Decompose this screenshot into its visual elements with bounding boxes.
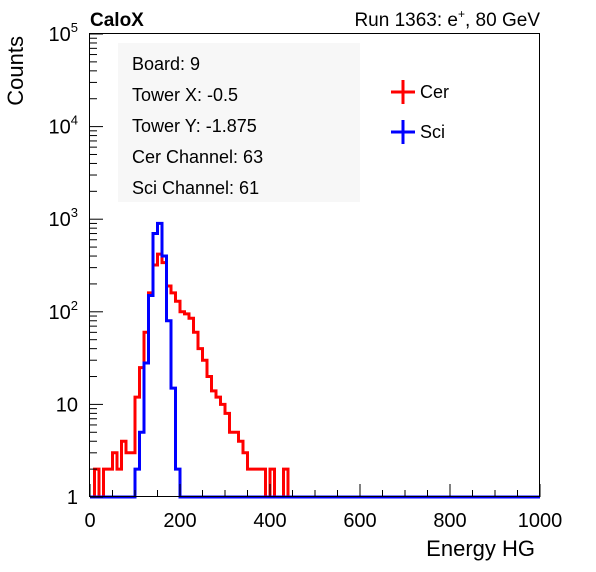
info-box: [118, 43, 360, 202]
info-line: Cer Channel: 63: [132, 147, 263, 167]
series-line-sci: [90, 221, 540, 499]
x-tick-label: 0: [84, 510, 95, 532]
x-axis: 0 200 400 600 800 1000: [84, 484, 562, 532]
series-line-cer: [90, 252, 540, 499]
y-tick-label: 103: [49, 205, 78, 231]
y-tick-label: 10: [56, 394, 78, 416]
info-line: Sci Channel: 61: [132, 178, 259, 198]
y-axis-label: Counts: [3, 36, 28, 106]
y-tick-label: 1: [67, 487, 78, 509]
x-tick-label: 600: [343, 510, 376, 532]
x-tick-label: 200: [163, 510, 196, 532]
x-tick-label: 400: [253, 510, 286, 532]
x-tick-label: 800: [433, 510, 466, 532]
series-group: [90, 221, 540, 499]
y-tick-label: 105: [49, 20, 78, 46]
legend-label: Sci: [420, 122, 445, 142]
y-axis: 1 10 102 103 104 105: [49, 20, 103, 509]
y-tick-label: 104: [49, 113, 78, 139]
info-box-lines: Board: 9 Tower X: -0.5 Tower Y: -1.875 Cer …: [132, 54, 263, 198]
x-tick-label: 1000: [518, 510, 563, 532]
chart-label: CaloX: [90, 10, 144, 31]
legend-label: Cer: [420, 82, 449, 102]
x-axis-label: Energy HG: [426, 536, 535, 561]
info-line: Board: 9: [132, 54, 200, 74]
info-line: Tower X: -0.5: [132, 85, 238, 105]
run-label: Run 1363: e+, 80 GeV: [354, 7, 540, 31]
legend: Cer Sci: [391, 80, 449, 144]
info-line: Tower Y: -1.875: [132, 116, 257, 136]
y-tick-label: 102: [49, 298, 78, 324]
